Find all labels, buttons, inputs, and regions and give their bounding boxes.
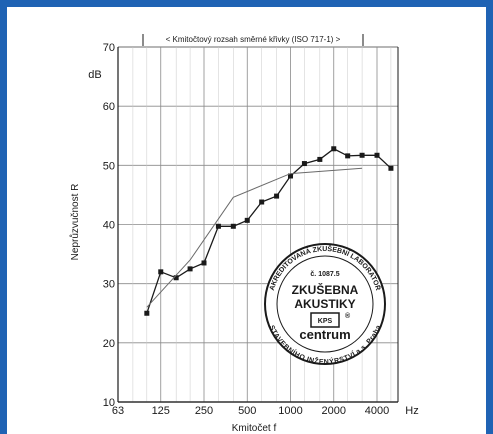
x-tick-label: 2000 (322, 405, 346, 417)
y-tick-label: 50 (103, 160, 115, 172)
y-axis-label: Neprůzvučnost R (69, 184, 81, 261)
stamp-number: č. 1087.5 (310, 271, 339, 278)
x-tick-label: 1000 (278, 405, 302, 417)
svg-text:®: ® (345, 312, 351, 320)
y-tick-label: 30 (103, 279, 115, 291)
measured-point (144, 310, 150, 316)
x-tick-label: 250 (195, 405, 213, 417)
measured-point (244, 217, 250, 223)
measured-point (359, 152, 365, 158)
title-bracket: < Kmitočtový rozsah směrné křivky (ISO 7… (142, 34, 364, 46)
measured-point (317, 156, 323, 162)
measured-point (158, 269, 164, 275)
measured-point (301, 161, 307, 167)
x-tick-label: 125 (152, 405, 170, 417)
measured-point (259, 199, 265, 205)
measured-point (215, 223, 221, 229)
stamp-brand: centrum (299, 327, 350, 342)
measured-point (388, 165, 394, 171)
svg-text:KPS: KPS (318, 318, 333, 325)
y-tick-label: 70 (103, 42, 115, 54)
measured-point (374, 152, 380, 158)
x-tick-label: 4000 (365, 405, 389, 417)
x-unit-label: Hz (405, 405, 418, 417)
x-axis-label: Kmitočet f (232, 423, 277, 434)
measured-point (173, 275, 179, 281)
x-tick-label: 63 (112, 405, 124, 417)
x-tick-label: 500 (238, 405, 256, 417)
y-tick-label: 60 (103, 101, 115, 113)
measured-point (345, 153, 351, 159)
stamp-line2: AKUSTIKY (294, 297, 355, 311)
measured-point (230, 223, 236, 229)
y-tick-label: 20 (103, 338, 115, 350)
axes: 10 20 30 40 50 60 70 63 125 250 500 1000 2000 4000 (103, 42, 399, 417)
reference-curve (146, 167, 363, 308)
y-unit-label: dB (88, 69, 101, 81)
stamp-line1: ZKUŠEBNA (292, 282, 359, 297)
chart-title: < Kmitočtový rozsah směrné křivky (ISO 7… (166, 35, 341, 44)
measured-point (274, 193, 280, 199)
measured-point (187, 266, 193, 272)
measured-point (331, 146, 337, 152)
measured-point (201, 260, 207, 266)
accreditation-stamp: AKREDITOVANÁ ZKUŠEBNÍ LABORATOŘ STAVEBNÍ… (264, 243, 386, 366)
y-tick-label: 40 (103, 220, 115, 232)
y-tick-label: 10 (103, 397, 115, 409)
series (144, 146, 394, 316)
stamp-logo: KPS ® (310, 312, 351, 328)
measured-point (288, 173, 294, 179)
